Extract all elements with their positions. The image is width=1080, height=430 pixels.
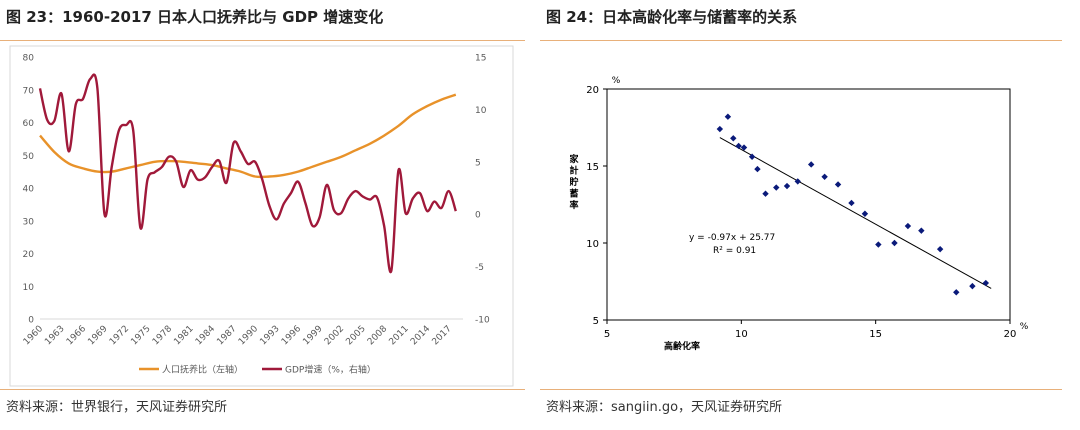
- scatter-plot-frame: [606, 88, 1011, 321]
- scatter-point: [735, 142, 742, 150]
- x-tick-label: 1978: [151, 324, 174, 347]
- x-tick-label: 1999: [301, 324, 324, 347]
- right-y-tick-label: 0: [475, 211, 481, 221]
- scatter-point: [953, 289, 960, 296]
- right-source-note: 资料来源：sangiin.go，天风证券研究所: [546, 400, 783, 415]
- right-figure-title: 图 24：日本高龄化率与储蓄率的关系: [546, 8, 798, 26]
- x-tick-label: 1966: [65, 324, 88, 347]
- x-tick-label: 1984: [194, 324, 217, 347]
- regression-equation: y = -0.97x + 25.77: [689, 233, 775, 243]
- x-tick-label: 2011: [387, 324, 410, 347]
- scatter-point: [861, 210, 869, 217]
- left-y-tick-label: 70: [23, 86, 35, 96]
- scatter-point: [875, 241, 882, 248]
- scatter-point: [821, 173, 828, 180]
- scatter-point: [783, 182, 791, 190]
- left-figure-title: 图 23：1960-2017 日本人口抚养比与 GDP 增速变化: [6, 8, 384, 26]
- scatter-point: [773, 184, 780, 191]
- left-y-tick-label: 10: [23, 283, 35, 293]
- right-figure-panel: 图 24：日本高龄化率与储蓄率的关系 5 10 15 20 5 10 15 20%% 高齢化率 家…: [540, 0, 1080, 430]
- right-title-rule: [540, 40, 1062, 41]
- x-tick-label: 15: [869, 329, 882, 340]
- y-tick-label: 20: [586, 85, 599, 96]
- x-tick-label: 1975: [129, 324, 152, 347]
- scatter-point: [969, 282, 976, 290]
- x-tick-label: 2017: [431, 324, 454, 347]
- y-axis-title: 家計貯蓄率: [569, 153, 579, 211]
- left-y-tick-label: 80: [23, 54, 35, 64]
- dependency-gdp-line-chart: 0 10 20 30 40 50 60 70 80 -10 -5 0 5 10 15 196019631966…: [9, 45, 514, 387]
- x-tick-label: 20: [1004, 329, 1017, 340]
- scatter-point: [982, 279, 990, 287]
- scatter-point: [754, 165, 761, 173]
- x-tick-label: 1993: [258, 324, 281, 347]
- scatter-point: [807, 161, 815, 168]
- left-y-tick-label: 0: [28, 316, 34, 326]
- scatter-point: [936, 245, 944, 253]
- left-chart-frame: [9, 45, 514, 387]
- gdp-growth-line: [38, 73, 457, 274]
- x-tick-label: 2005: [344, 324, 367, 347]
- x-tick-label: 1981: [172, 324, 195, 347]
- right-y-tick-label: 10: [475, 106, 487, 116]
- y-unit-label: %: [612, 76, 621, 86]
- x-tick-label: 2008: [366, 324, 389, 347]
- left-y-tick-label: 30: [23, 217, 35, 227]
- x-tick-label: 1990: [237, 324, 260, 347]
- trendline: [719, 137, 992, 289]
- scatter-point: [762, 190, 769, 197]
- right-y-tick-label: 5: [475, 158, 481, 168]
- x-unit-label: %: [1020, 322, 1029, 332]
- scatter-point: [848, 199, 855, 207]
- x-tick-label: 1963: [43, 324, 66, 347]
- left-figure-panel: 图 23：1960-2017 日本人口抚养比与 GDP 增速变化 0 10 20 30…: [0, 0, 525, 430]
- x-tick-label: 2002: [323, 324, 346, 347]
- x-tick-label: 1987: [215, 324, 238, 347]
- left-y-tick-label: 50: [23, 152, 35, 162]
- right-y-tick-label: -5: [475, 263, 484, 273]
- x-tick-label: 10: [735, 329, 748, 340]
- right-y-tick-label: 15: [475, 54, 486, 64]
- left-source-rule: [0, 389, 525, 390]
- left-y-tick-label: 40: [23, 185, 35, 195]
- left-y-tick-label: 20: [23, 250, 35, 260]
- scatter-point: [834, 181, 842, 188]
- x-tick-label: 2014: [409, 324, 432, 347]
- right-y-tick-label: -10: [475, 316, 490, 326]
- scatter-point: [891, 239, 898, 247]
- left-y-tick-label: 60: [23, 119, 35, 129]
- x-tick-label: 1969: [86, 324, 109, 347]
- legend-dependency-label: 人口抚养比（左轴）: [162, 364, 243, 376]
- aging-savings-scatter-chart: 5 10 15 20 5 10 15 20%% 高齢化率 家計貯蓄率 y = -0.97x + 25…: [569, 76, 1029, 352]
- y-tick-label: 5: [593, 316, 599, 327]
- left-title-rule: [0, 40, 525, 41]
- r-squared-label: R² = 0.91: [713, 246, 756, 256]
- scatter-point: [716, 125, 724, 133]
- x-tick-label: 1996: [280, 324, 303, 347]
- x-tick-label: 5: [604, 329, 610, 340]
- scatter-point: [904, 222, 912, 230]
- right-source-rule: [540, 389, 1062, 390]
- y-tick-label: 15: [586, 162, 599, 173]
- scatter-point: [918, 227, 925, 234]
- x-tick-label: 1960: [22, 324, 45, 347]
- x-tick-label: 1972: [108, 324, 131, 347]
- legend-gdp-label: GDP增速（%，右轴）: [285, 364, 376, 376]
- scatter-point: [724, 113, 732, 120]
- x-axis-title: 高齢化率: [664, 340, 700, 352]
- scatter-point: [730, 135, 737, 142]
- y-tick-label: 10: [586, 239, 599, 250]
- left-source-note: 资料来源：世界银行，天风证券研究所: [6, 400, 228, 415]
